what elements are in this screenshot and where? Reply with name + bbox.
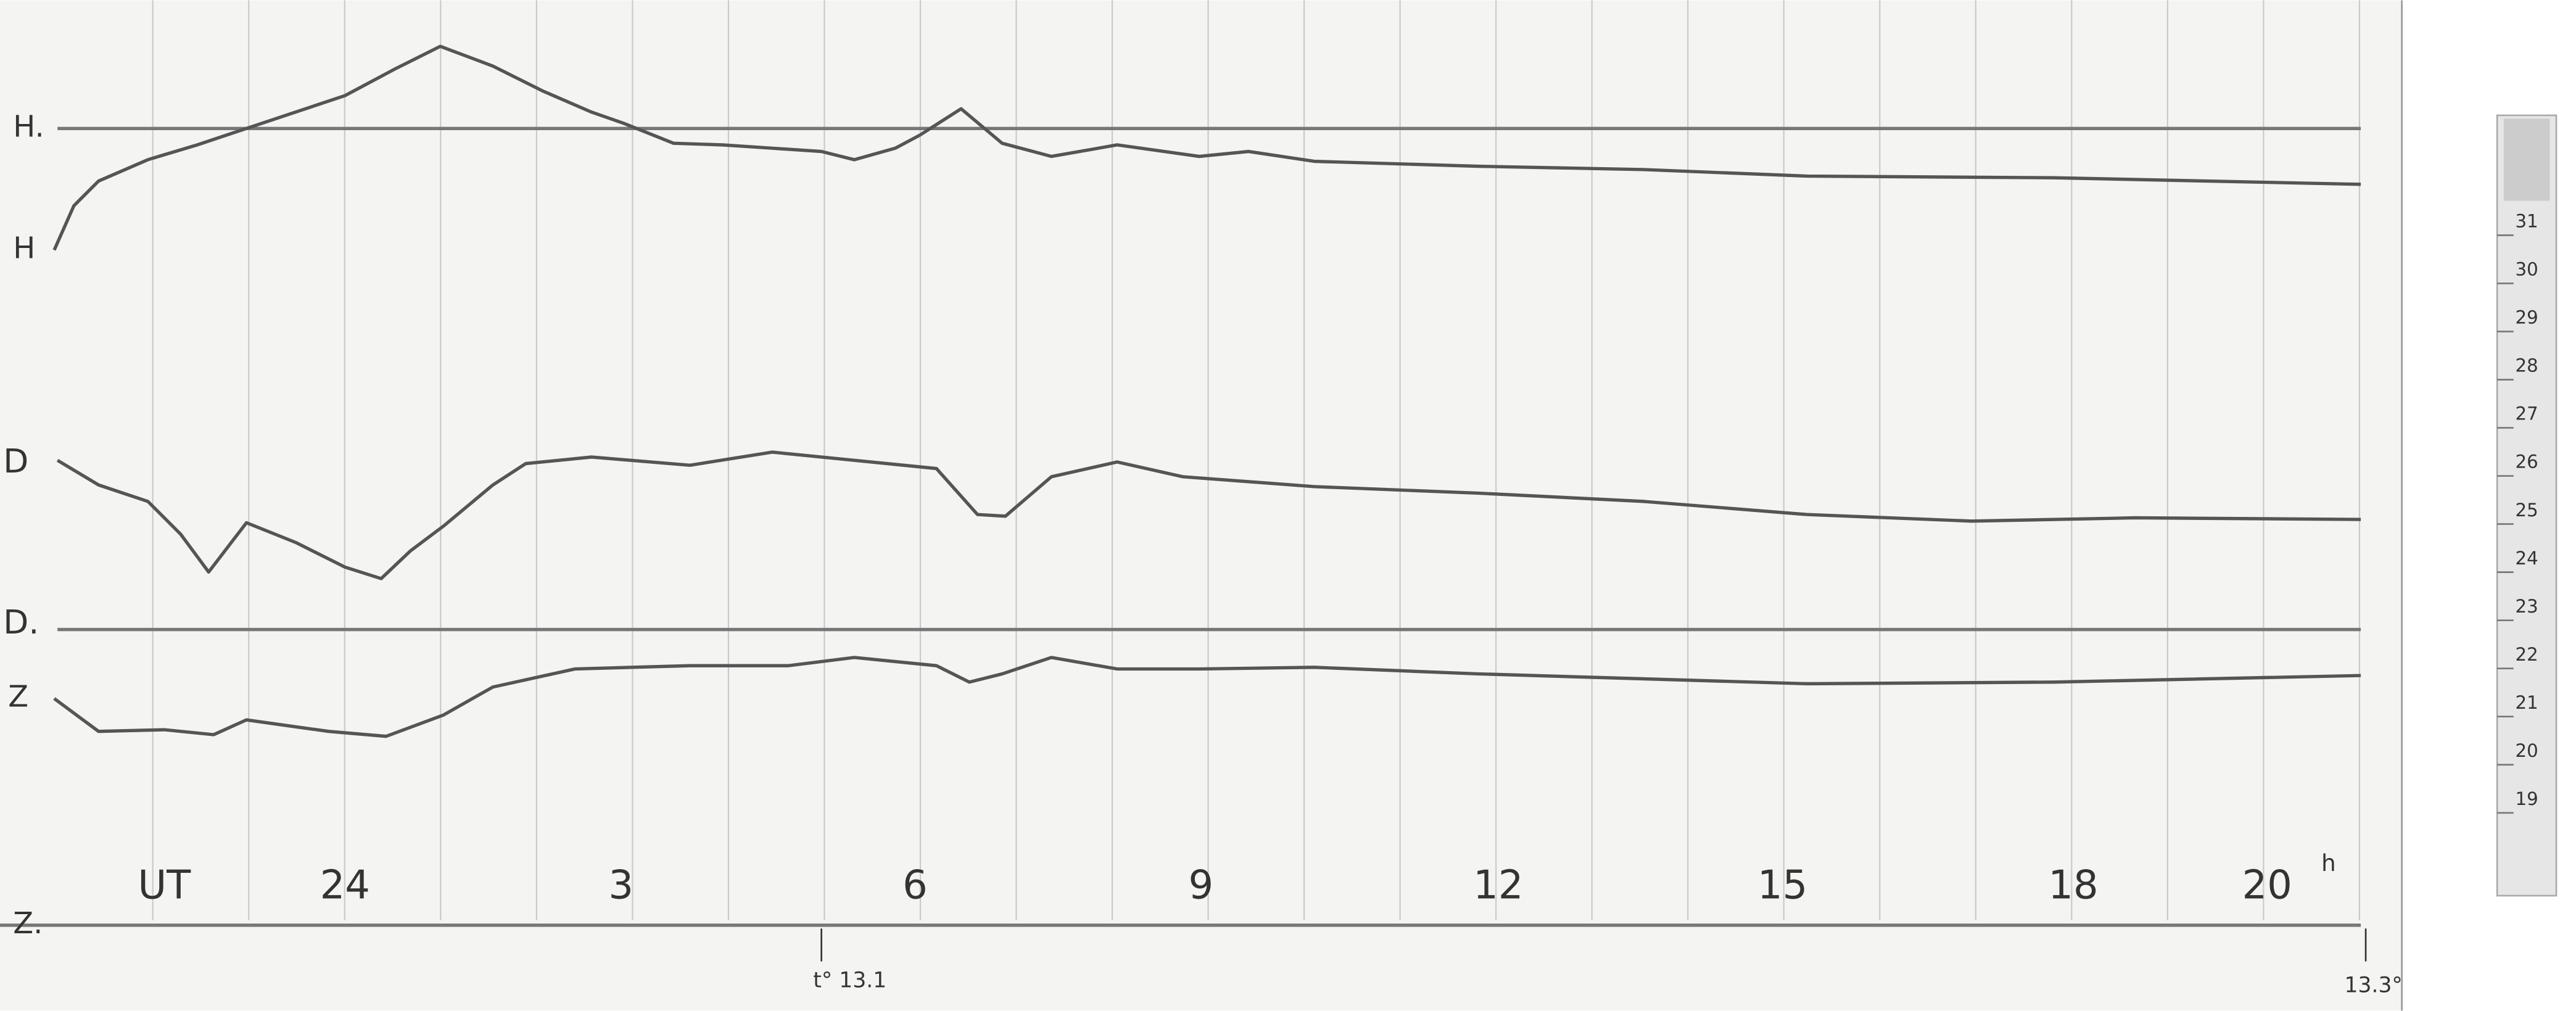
z-baseline-label: Z.: [13, 907, 43, 941]
h-trace: [52, 44, 2361, 251]
thermometer-label: 26: [2515, 452, 2538, 472]
d-trace: [56, 450, 2361, 580]
time-grid: [152, 0, 2361, 920]
thermometer-label: 31: [2515, 211, 2538, 232]
thermometer-label: 30: [2515, 259, 2538, 280]
thermometer-label: 25: [2515, 500, 2538, 521]
thermometer-bulb: [2503, 118, 2550, 201]
hour-label: 9: [1189, 862, 1214, 908]
thermometer-strip: [2496, 114, 2557, 897]
thermometer-label: 24: [2515, 548, 2538, 569]
paper: [0, 0, 2402, 1011]
ut-label: UT: [138, 862, 191, 908]
d-label: D: [3, 442, 28, 481]
z-trace: [53, 656, 2361, 738]
hour-label: 20: [2242, 862, 2292, 908]
thermometer-label: 23: [2515, 596, 2538, 617]
thermometer-label: 28: [2515, 355, 2538, 376]
hour-label: 12: [1473, 862, 1523, 908]
hour-unit: h: [2321, 849, 2336, 877]
hour-label: 24: [320, 862, 370, 908]
hour-labels: 24 3 6 9 12 15 18 20: [320, 862, 2292, 908]
h-baseline-label: H.: [13, 110, 44, 144]
thermometer-label: 20: [2515, 740, 2538, 761]
thermometer-label: 19: [2515, 788, 2538, 809]
hour-label: 15: [1757, 862, 1807, 908]
hour-label: 18: [2048, 862, 2098, 908]
z-label: Z: [8, 680, 28, 714]
hour-label: 3: [608, 862, 634, 908]
thermometer-label: 21: [2515, 692, 2538, 713]
d-baseline-label: D.: [3, 603, 39, 642]
thermometer-label: 29: [2515, 307, 2538, 328]
thermometer-label: 22: [2515, 644, 2538, 665]
thermometer-label: 27: [2515, 403, 2538, 424]
thermometer-scale: 31 30 29 28 27 26 25 24 23 22 21 20 19: [2497, 211, 2538, 814]
temp-end: 13.3°: [2344, 973, 2402, 998]
temp-start: t° 13.1: [813, 968, 886, 993]
hour-label: 6: [902, 862, 928, 908]
h-label: H: [13, 231, 35, 265]
